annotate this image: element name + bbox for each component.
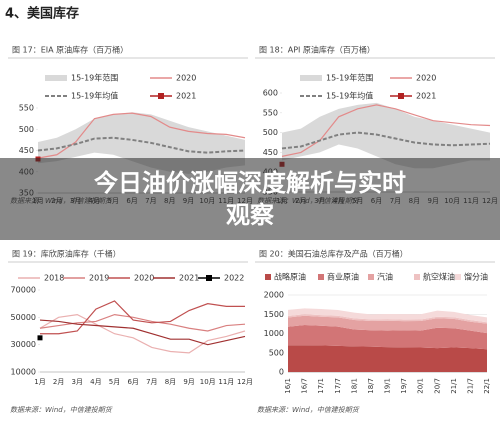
y-tick-label: 0 <box>279 368 284 377</box>
legend-swatch <box>455 274 461 280</box>
section-heading: 4、美国库存 <box>5 6 79 22</box>
series-line <box>37 136 246 154</box>
legend-swatch <box>318 274 324 280</box>
x-tick-label: 10月 <box>200 378 216 386</box>
legend-label: 15-19年均值 <box>71 91 118 101</box>
stacked-area <box>288 315 487 334</box>
stacked-area <box>288 308 487 323</box>
legend-marker <box>158 93 164 99</box>
overlay-title: 今日油价涨幅深度解析与实时观察 <box>94 169 406 229</box>
stacked-area <box>288 325 487 350</box>
series-line <box>40 300 245 335</box>
legend-swatch <box>368 274 374 280</box>
x-tick-label: 18/7 <box>367 378 375 394</box>
series-line <box>281 131 491 150</box>
series-line <box>281 104 491 157</box>
x-tick-label: 17/1 <box>317 378 325 394</box>
legend-label: 2020 <box>176 74 196 83</box>
x-tick-label: 7月 <box>146 378 157 386</box>
legend-label: 商业原油 <box>327 272 359 282</box>
stacked-area <box>288 345 487 372</box>
x-tick-label: 1月 <box>34 378 45 386</box>
source-note: 数据来源：Wind，中信建投期货 <box>257 406 360 414</box>
y-tick-label: 500 <box>269 348 284 357</box>
x-tick-label: 21/1 <box>450 378 458 394</box>
legend-marker <box>206 275 212 281</box>
source-note: 数据来源：Wind，中信建投期货 <box>10 406 113 414</box>
x-tick-label: 19/7 <box>400 378 408 394</box>
y-tick-label: 600 <box>263 89 278 98</box>
series-line <box>37 112 246 159</box>
y-tick-label: 500 <box>19 125 34 134</box>
y-tick-label: 50000 <box>11 313 36 322</box>
x-tick-label: 3月 <box>72 378 83 386</box>
x-tick-label: 4月 <box>90 378 101 386</box>
legend-label: 2020 <box>416 74 436 83</box>
y-tick-label: 30000 <box>11 340 36 349</box>
legend-marker <box>398 93 404 99</box>
legend-label: 2022 <box>224 274 244 283</box>
legend-label: 汽油 <box>377 272 393 282</box>
legend-label: 2019 <box>89 274 109 283</box>
chart-title: 图 18：API 原油库存（百万桶） <box>259 45 375 55</box>
x-tick-label: 16/7 <box>301 378 309 394</box>
x-tick-label: 21/7 <box>466 378 474 394</box>
chart-title: 图 20：美国石油总库存及产品（百万桶） <box>259 249 408 259</box>
legend-label: 战略原油 <box>274 272 306 282</box>
legend-label: 航空煤油 <box>423 272 455 282</box>
point-marker <box>37 335 43 341</box>
series-line <box>39 313 246 354</box>
y-tick-label: 450 <box>263 148 278 157</box>
legend-label: 2021 <box>179 274 199 283</box>
x-tick-label: 11月 <box>218 378 234 386</box>
legend-label: 15-19年范围 <box>71 73 118 83</box>
chart-title: 图 17：EIA 原油库存（百万桶） <box>12 45 128 55</box>
y-tick-label: 1500 <box>264 310 284 319</box>
range-band <box>282 102 490 169</box>
y-tick-label: 1000 <box>264 329 284 338</box>
y-tick-label: 450 <box>19 146 34 155</box>
legend-label: 15-19年均值 <box>326 91 373 101</box>
x-tick-label: 20/1 <box>417 378 425 394</box>
stacked-area <box>288 314 487 324</box>
x-tick-label: 16/1 <box>284 378 292 394</box>
y-tick-label: 500 <box>263 128 278 137</box>
x-tick-label: 9月 <box>183 378 194 386</box>
legend-label: 2018 <box>44 274 64 283</box>
y-tick-label: 550 <box>19 104 34 113</box>
legend-swatch <box>45 75 67 81</box>
x-tick-label: 8月 <box>165 378 176 386</box>
y-tick-label: 550 <box>263 108 278 117</box>
x-tick-label: 22/1 <box>483 378 491 394</box>
x-tick-label: 5月 <box>109 378 120 386</box>
y-tick-label: 10000 <box>11 368 36 377</box>
y-tick-label: 70000 <box>11 286 36 295</box>
x-tick-label: 12月 <box>237 378 253 386</box>
legend-label: 15-19年范围 <box>326 73 373 83</box>
legend-swatch <box>265 274 271 280</box>
y-tick-label: 2000 <box>264 291 284 300</box>
legend-label: 2021 <box>176 92 196 101</box>
x-tick-label: 18/1 <box>350 378 358 394</box>
x-tick-label: 17/7 <box>334 378 342 394</box>
legend-label: 馏分油 <box>464 272 488 282</box>
title-overlay: 今日油价涨幅深度解析与实时观察 <box>0 158 500 240</box>
legend-label: 2021 <box>416 92 436 101</box>
legend-swatch <box>414 274 420 280</box>
x-tick-label: 2月 <box>53 378 64 386</box>
legend-label: 2020 <box>134 274 154 283</box>
series-line <box>39 319 246 346</box>
chart-title: 图 19：库欣原油库存（千桶） <box>12 249 121 259</box>
x-tick-label: 19/1 <box>384 378 392 394</box>
x-tick-label: 20/7 <box>433 378 441 394</box>
x-tick-label: 6月 <box>127 378 138 386</box>
legend-swatch <box>300 75 322 81</box>
